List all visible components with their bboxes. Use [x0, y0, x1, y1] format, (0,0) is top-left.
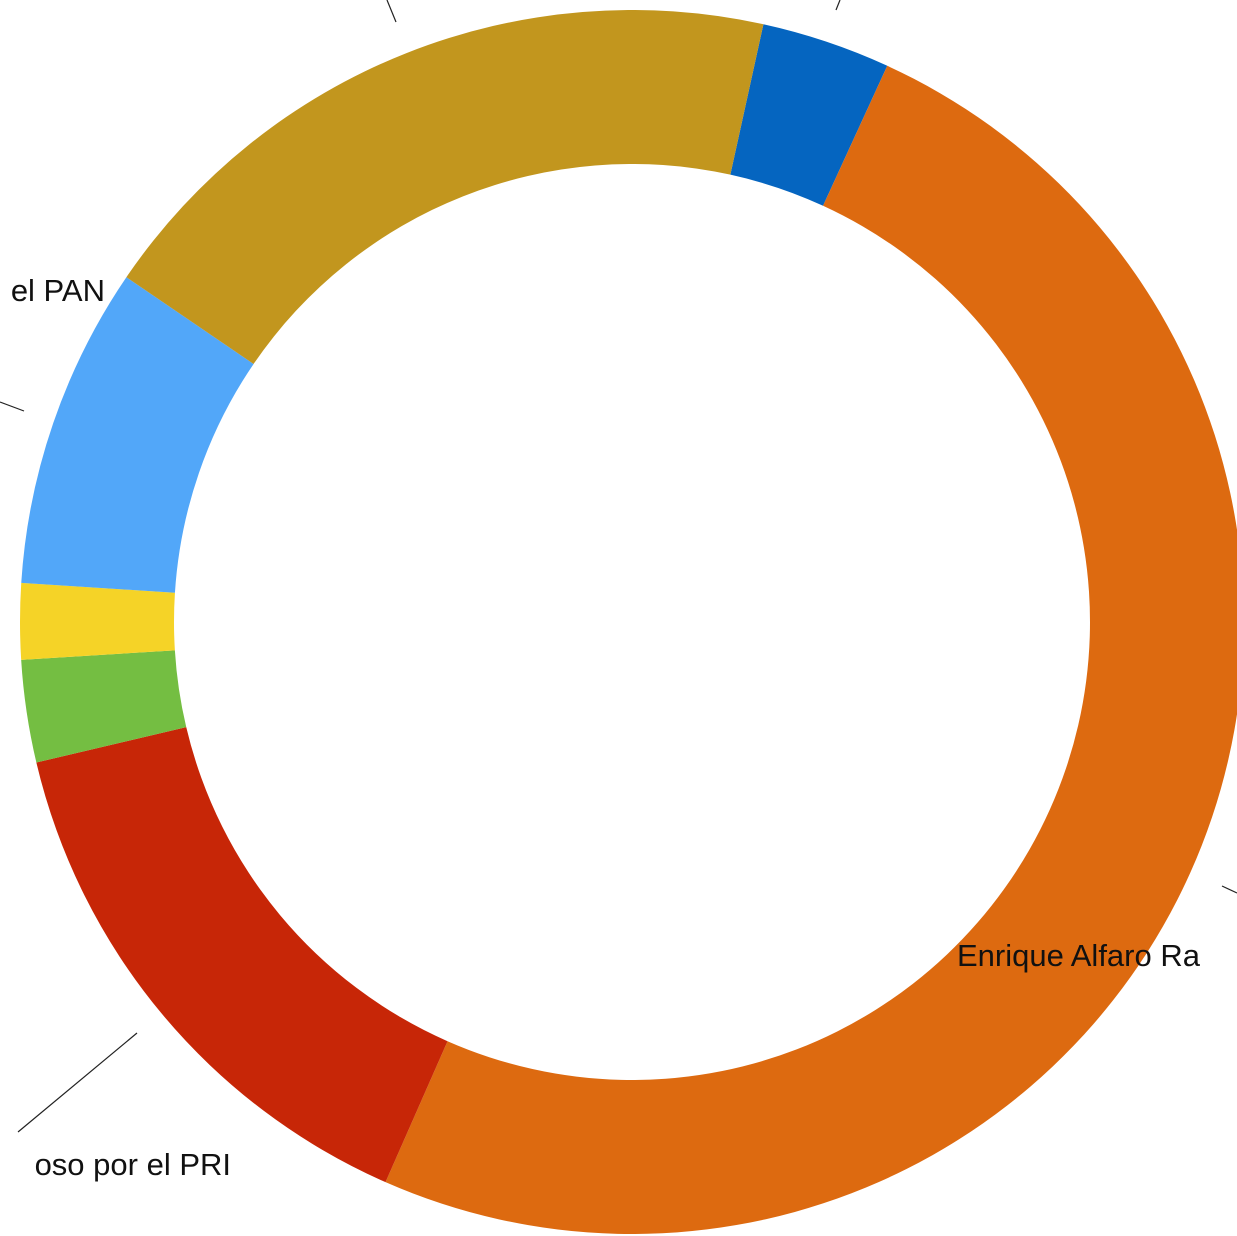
leader-line — [17, 1032, 138, 1133]
segment-label: el PAN — [11, 273, 105, 308]
segment-label: oso por el PRI — [35, 1147, 231, 1182]
donut-segment — [126, 10, 764, 364]
donut-segment — [21, 650, 187, 763]
donut-segment — [19, 582, 175, 660]
leader-line — [386, 0, 397, 23]
donut-segment — [36, 727, 448, 1183]
segment-label: Enrique Alfaro Ra — [957, 938, 1201, 973]
leader-line — [1221, 885, 1237, 894]
leader-line — [835, 0, 841, 11]
donut-segment — [730, 24, 888, 206]
donut-segment — [385, 65, 1237, 1234]
leader-line — [0, 401, 25, 412]
donut-segment — [21, 277, 254, 593]
